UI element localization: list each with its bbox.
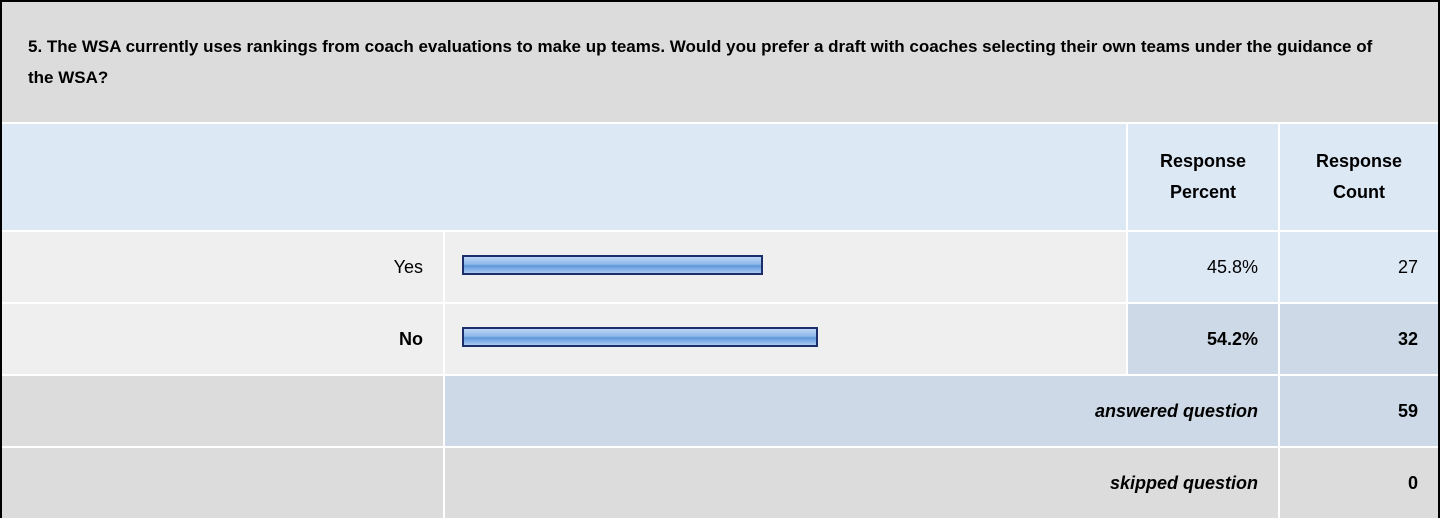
footer-blank: [2, 376, 443, 446]
answered-label: answered question: [445, 376, 1278, 446]
percent-bar: [462, 255, 763, 275]
row-label: No: [2, 304, 443, 374]
row-percent: 54.2%: [1128, 304, 1278, 374]
header-blank: [2, 124, 1126, 230]
row-count: 27: [1280, 232, 1438, 302]
header-count: Response Count: [1280, 124, 1438, 230]
skipped-count: 0: [1280, 448, 1438, 518]
answered-count: 59: [1280, 376, 1438, 446]
row-label: Yes: [2, 232, 443, 302]
percent-bar: [462, 327, 819, 347]
skipped-label: skipped question: [445, 448, 1278, 518]
row-percent: 45.8%: [1128, 232, 1278, 302]
footer-blank: [2, 448, 443, 518]
header-percent: Response Percent: [1128, 124, 1278, 230]
question-title: 5. The WSA currently uses rankings from …: [2, 2, 1438, 122]
row-count: 32: [1280, 304, 1438, 374]
